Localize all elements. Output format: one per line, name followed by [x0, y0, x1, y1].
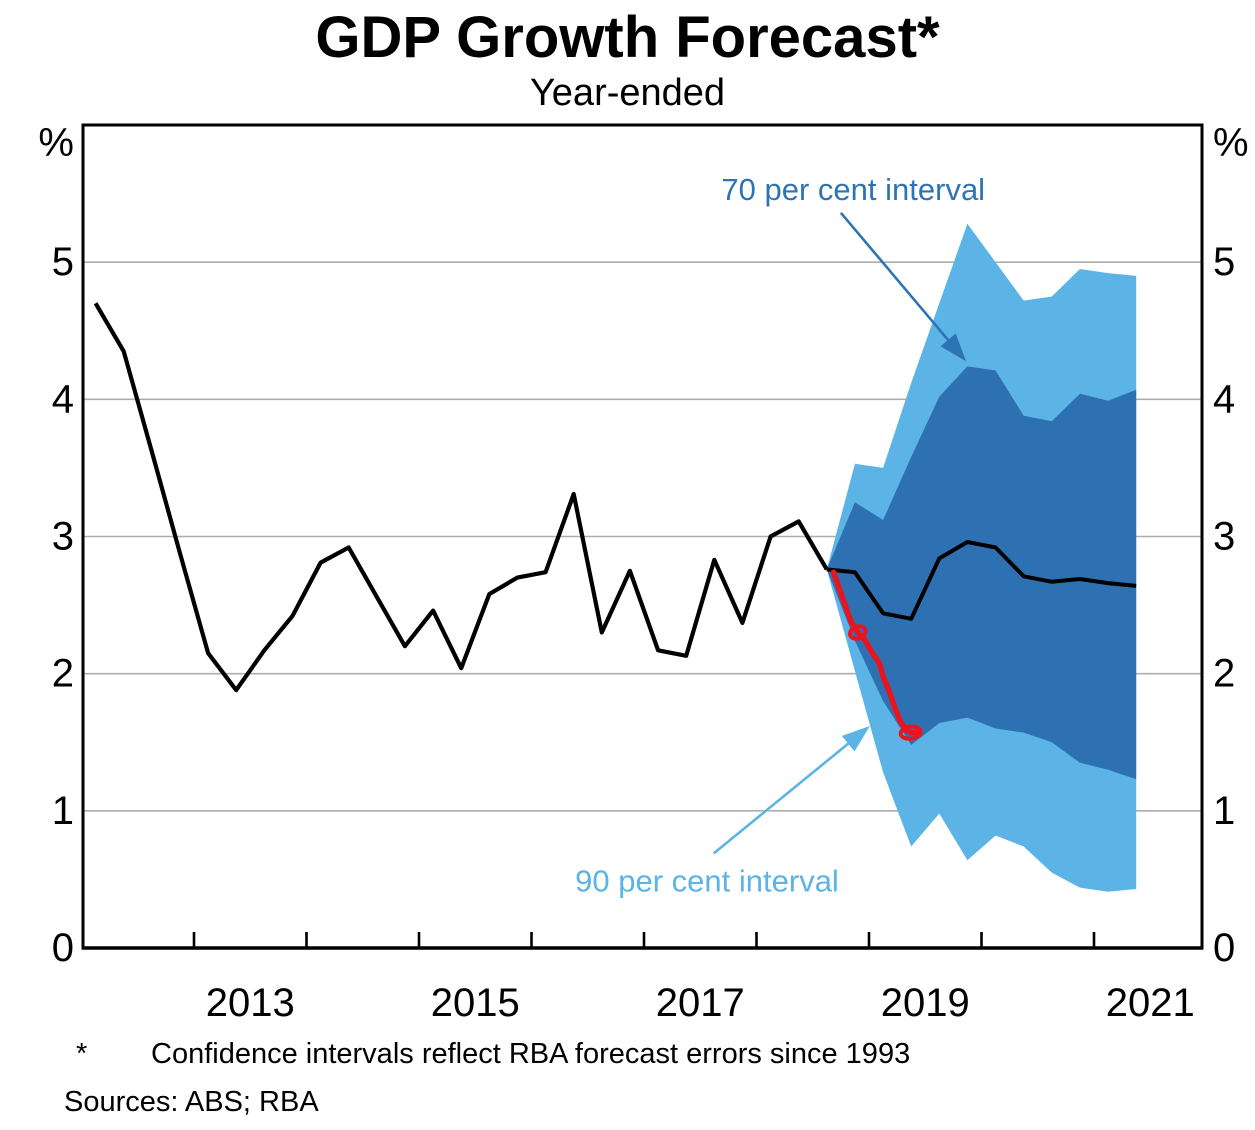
footnote-marker: * — [76, 1038, 88, 1070]
y-tick-label-right: 5 — [1213, 240, 1235, 284]
y-tick-label-right: 4 — [1213, 377, 1235, 421]
footnote-text: Confidence intervals reflect RBA forecas… — [151, 1038, 911, 1070]
y-tick-label-left: 0 — [52, 926, 74, 970]
forecast-line — [826, 540, 1137, 621]
plot-frame — [81, 123, 1204, 950]
y-tick-label-left: 5 — [52, 240, 74, 284]
history-line — [93, 302, 829, 693]
y-tick-label-left: 4 — [52, 377, 74, 421]
x-tick-label: 2013 — [206, 981, 295, 1025]
y-tick-label-left: 3 — [52, 515, 74, 559]
y-tick-label-left: 1 — [52, 789, 74, 833]
x-tick-label: 2021 — [1106, 981, 1195, 1025]
y-axis-unit-right: % — [1213, 121, 1249, 165]
data-lines — [93, 302, 1137, 741]
sources-text: Sources: ABS; RBA — [64, 1086, 319, 1118]
chart-title: GDP Growth Forecast* — [315, 5, 940, 70]
x-tick-label: 2015 — [431, 981, 520, 1025]
interval-90-label: 90 per cent interval — [575, 863, 839, 898]
confidence-bands — [826, 223, 1137, 892]
interval-90-arrow — [712, 726, 870, 855]
band-70-per-cent — [826, 366, 1137, 780]
annotations: 70 per cent interval 90 per cent interval — [575, 172, 985, 898]
interval-70-arrow — [839, 211, 967, 362]
y-tick-label-right: 2 — [1213, 652, 1235, 696]
chart-subtitle: Year-ended — [529, 72, 726, 114]
x-tick-label: 2019 — [881, 981, 970, 1025]
x-tick-label: 2017 — [656, 981, 745, 1025]
red-marker-icon — [847, 624, 868, 641]
y-axis-unit-left: % — [38, 121, 74, 165]
y-tick-label-right: 3 — [1213, 515, 1235, 559]
y-tick-label-left: 2 — [52, 652, 74, 696]
axis-labels: 0 0 1 1 2 2 3 3 4 4 5 5% % 2013 2015 2017 2019 2021 — [38, 121, 1248, 1025]
y-tick-label-right: 0 — [1213, 926, 1235, 970]
interval-70-label: 70 per cent interval — [721, 172, 985, 207]
red-marker-icon — [898, 724, 923, 741]
y-tick-label-right: 1 — [1213, 789, 1235, 833]
